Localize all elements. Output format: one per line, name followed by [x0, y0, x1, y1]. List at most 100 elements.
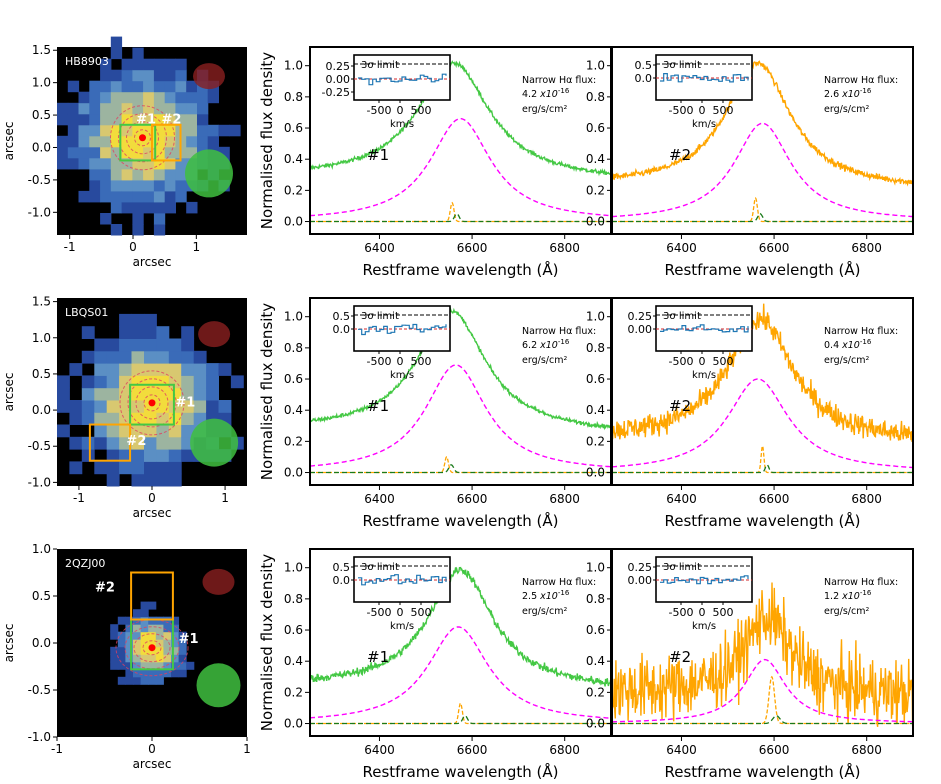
spectrum-panel-2-2: 6400 6600 6800 0.0 0.2 0.4 0.6 0.8 1.0 Restframe … — [586, 297, 914, 530]
image-pixel — [197, 124, 209, 137]
narrow-flux-title: Narrow Hα flux: — [824, 326, 898, 337]
image-pixel — [131, 387, 145, 401]
image-pixel — [110, 113, 123, 126]
image-pixel — [186, 661, 195, 670]
inset-x-tick-label: 0 — [699, 104, 706, 117]
image-pixel — [132, 213, 144, 225]
image-pixel — [163, 669, 172, 678]
region-label: #2 — [669, 397, 691, 415]
contour — [110, 105, 175, 171]
image-pixel — [57, 102, 69, 115]
image-pixel — [143, 69, 155, 82]
y-tick-label: 0.4 — [586, 403, 605, 417]
image-pixel — [110, 224, 123, 236]
y-tick-label: 1.0 — [284, 59, 303, 73]
contour — [126, 121, 159, 155]
image-pixel — [140, 639, 149, 648]
image-pixel — [132, 135, 144, 148]
image-pixel — [140, 669, 149, 678]
image-pixel — [67, 135, 80, 148]
image-pixel — [155, 624, 164, 633]
flux-number: 2.6 — [824, 89, 842, 100]
image-pixel — [100, 135, 112, 148]
image-pixel — [178, 669, 187, 678]
image-pixel — [140, 661, 149, 670]
image-pixel — [100, 69, 112, 82]
image-pixel — [117, 631, 126, 640]
region-label: #1 — [367, 146, 389, 164]
image-pixel — [110, 157, 123, 170]
narrow-flux-value: 2.6 x10-16 — [824, 87, 872, 100]
image-pixel — [156, 473, 170, 487]
image-pixel — [100, 58, 112, 71]
image-pixel — [110, 124, 123, 137]
image-pixel — [181, 375, 195, 389]
image-y-tick-label: -1.0 — [28, 730, 51, 744]
image-pixel — [144, 461, 157, 475]
region1-box — [119, 123, 157, 162]
image-pixel — [164, 80, 176, 93]
image-pixel — [168, 350, 182, 364]
inset-y-tick-label: 0.5 — [333, 561, 351, 574]
flux-exponent-base: x10 — [841, 591, 860, 602]
inset-y-tick-label: 0.00 — [628, 574, 653, 587]
image-pixel — [89, 91, 101, 104]
region-label: #2 — [669, 146, 691, 164]
inset-x-axis-label: km/s — [692, 621, 716, 632]
image-pixel — [110, 135, 123, 148]
image-pixel — [89, 135, 101, 148]
image-pixel — [131, 461, 145, 475]
image-pixel — [132, 58, 144, 71]
inset-limit-label: 3σ limit — [663, 562, 701, 573]
y-axis-label: Normalised flux density — [258, 303, 276, 480]
image-pixel — [121, 146, 133, 159]
image-pixel — [117, 661, 126, 670]
image-pixel — [89, 113, 101, 126]
image-pixel — [153, 124, 166, 137]
image-pixel — [175, 113, 187, 126]
beam-ellipse-red — [202, 568, 235, 595]
contour — [135, 386, 169, 420]
target-name: LBQS01 — [65, 306, 108, 319]
broad-fit-line — [310, 117, 611, 217]
image-pixel — [81, 400, 95, 413]
spectrum-panel-3-2: 6400 6600 6800 0.0 0.2 0.4 0.6 0.8 1.0 Restframe … — [586, 548, 914, 781]
image-pixel — [94, 412, 108, 425]
image-pixel — [156, 363, 170, 376]
image-pixel — [125, 661, 134, 670]
inset-x-axis-label: km/s — [390, 370, 414, 381]
x-tick-label: 6600 — [759, 241, 790, 255]
image-pixel — [148, 639, 157, 648]
narrow-flux-title: Narrow Hα flux: — [824, 577, 898, 588]
image-pixel — [81, 449, 95, 462]
image-pixel — [106, 363, 120, 376]
image-pixel — [153, 113, 166, 126]
flux-number: 6.2 — [522, 340, 540, 351]
y-tick-label: 1.0 — [586, 310, 605, 324]
image-pixel — [140, 609, 149, 618]
narrow-flux-value: 4.2 x10-16 — [522, 87, 570, 100]
image-pixel — [230, 375, 244, 389]
image-pixel — [133, 616, 142, 625]
image-pixel — [110, 190, 123, 203]
narrow-flux-value: 0.4 x10-16 — [824, 338, 872, 351]
image-pixel — [131, 338, 145, 352]
image-pixel — [110, 36, 123, 49]
image-y-tick-label: -0.5 — [28, 173, 51, 187]
image-pixel — [207, 124, 219, 137]
image-pixel — [155, 654, 164, 663]
image-pixel — [110, 624, 119, 633]
image-y-axis-label: arcsec — [2, 373, 16, 412]
image-pixel — [94, 338, 108, 352]
image-pixel — [178, 639, 187, 648]
image-pixel — [175, 168, 187, 181]
image-pixel — [106, 473, 120, 487]
image-pixel — [153, 146, 166, 159]
inset-x-tick-label: 500 — [411, 355, 432, 368]
image-x-tick-label: 1 — [193, 240, 201, 254]
image-pixel — [178, 646, 187, 655]
image-panel-1: #1 #2 HB8903 -1 0 1 -1.0 -0.5 0.0 0.5 1.0 1.5 arcsec… — [2, 36, 247, 269]
image-pixel — [168, 400, 182, 413]
image-pixel — [193, 400, 207, 413]
image-pixel — [156, 449, 170, 462]
